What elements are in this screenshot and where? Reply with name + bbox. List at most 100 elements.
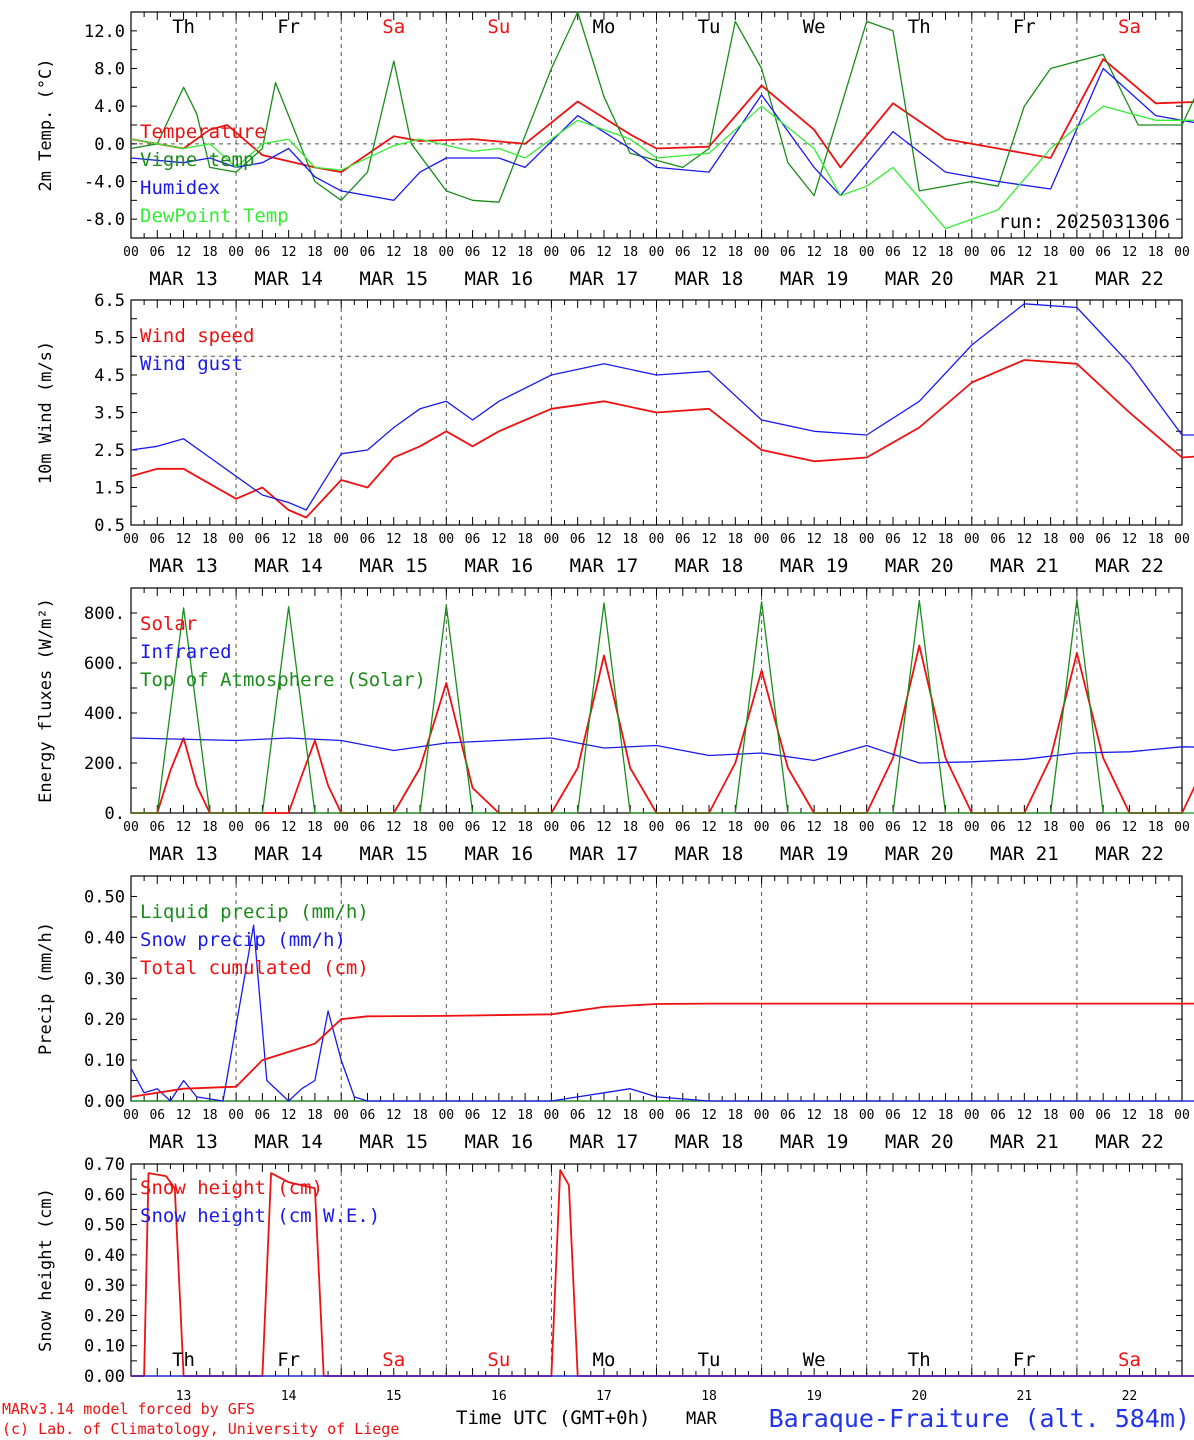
y-axis-label: 2m Temp. (°C) <box>36 58 56 191</box>
legend-label: Infrared <box>140 641 232 663</box>
weekday-label-bottom: Mo <box>593 1349 616 1371</box>
x-date-label: MAR 19 <box>780 555 849 577</box>
x-hour-label: 00 <box>333 532 349 547</box>
weekday-label-bottom: Fr <box>1013 1349 1036 1371</box>
x-date-label: MAR 14 <box>254 555 323 577</box>
y-tick-label: 0. <box>105 804 125 824</box>
x-date-label: MAR 22 <box>1095 268 1164 290</box>
y-tick-label: 0.40 <box>84 1246 125 1266</box>
x-hour-label: 18 <box>517 532 533 547</box>
x-hour-label: 18 <box>307 245 323 260</box>
x-hour-label: 06 <box>360 820 376 835</box>
x-hour-label: 06 <box>570 532 586 547</box>
x-hour-label: 18 <box>202 1108 218 1123</box>
y-tick-label: 5.5 <box>94 329 125 349</box>
day-number-label: 19 <box>806 1389 822 1404</box>
x-hour-label: 18 <box>938 532 954 547</box>
x-hour-label: 18 <box>727 1108 743 1123</box>
y-tick-label: 0.10 <box>84 1337 125 1357</box>
y-tick-label: 3.5 <box>94 404 125 424</box>
weekday-label-top: We <box>803 16 826 38</box>
y-tick-label: 0.00 <box>84 1092 125 1112</box>
x-hour-label: 12 <box>176 245 192 260</box>
x-hour-label: 06 <box>885 532 901 547</box>
day-number-label: 15 <box>386 1389 402 1404</box>
x-hour-label: 00 <box>228 245 244 260</box>
y-tick-label: -8.0 <box>84 210 125 230</box>
legend-label: Wind gust <box>140 353 243 375</box>
panel-4: 0.50 0.40 0.30 0.20 0.10 0.00 Precip (mm/h) 00 0… <box>36 875 1194 1153</box>
x-date-label: MAR 22 <box>1095 1131 1164 1153</box>
x-hour-label: 00 <box>1069 820 1085 835</box>
x-hour-label: 18 <box>202 532 218 547</box>
x-date-label: MAR 15 <box>359 1131 428 1153</box>
x-hour-label: 12 <box>701 532 717 547</box>
x-hour-label: 06 <box>675 820 691 835</box>
x-hour-label: 12 <box>176 1108 192 1123</box>
x-hour-label: 00 <box>859 532 875 547</box>
x-date-label: MAR 19 <box>780 268 849 290</box>
x-date-label: MAR 17 <box>570 1131 639 1153</box>
series-line-2 <box>130 303 1194 511</box>
x-hour-label: 18 <box>727 532 743 547</box>
x-hour-label: 00 <box>123 532 139 547</box>
x-hour-label: 00 <box>438 820 454 835</box>
series-line-3 <box>130 1002 1194 1098</box>
y-tick-label: 800. <box>84 604 125 624</box>
x-hour-label: 00 <box>1174 820 1190 835</box>
x-hour-label: 06 <box>255 820 271 835</box>
x-hour-label: 06 <box>885 820 901 835</box>
x-date-label: MAR 14 <box>254 1131 323 1153</box>
x-hour-label: 06 <box>780 532 796 547</box>
x-hour-label: 06 <box>990 532 1006 547</box>
x-hour-label: 18 <box>833 820 849 835</box>
day-number-label: 18 <box>701 1389 717 1404</box>
weekday-label-bottom: Sa <box>1118 1349 1141 1371</box>
weekday-label-bottom: Th <box>172 1349 195 1371</box>
x-hour-label: 06 <box>149 245 165 260</box>
weekday-label-bottom: Su <box>487 1349 510 1371</box>
x-hour-label: 12 <box>596 532 612 547</box>
y-tick-label: 0.30 <box>84 1276 125 1296</box>
y-tick-label: 0.0 <box>94 135 125 155</box>
x-date-label: MAR 21 <box>990 555 1059 577</box>
x-hour-label: 12 <box>911 820 927 835</box>
legend-label: Temperature <box>140 121 266 143</box>
x-hour-label: 00 <box>438 1108 454 1123</box>
x-hour-label: 12 <box>1017 1108 1033 1123</box>
x-hour-label: 12 <box>281 820 297 835</box>
x-hour-label: 18 <box>1148 1108 1164 1123</box>
y-tick-label: 0.70 <box>84 1155 125 1175</box>
y-tick-label: 4.0 <box>94 97 125 117</box>
x-hour-label: 06 <box>780 820 796 835</box>
x-hour-label: 18 <box>412 245 428 260</box>
x-hour-label: 00 <box>649 532 665 547</box>
legend-label: Snow height (cm) <box>140 1177 323 1199</box>
weekday-label-top: Su <box>487 16 510 38</box>
legend-label: Vigne temp <box>140 149 254 171</box>
x-hour-label: 06 <box>675 245 691 260</box>
panel-1: 12.0 8.0 4.0 0.0 -4.0 -8.0 2m Temp. (°C) 00 06 12… <box>36 11 1194 290</box>
x-hour-label: 00 <box>1069 1108 1085 1123</box>
series-line-3 <box>131 598 1194 814</box>
x-date-label: MAR 19 <box>780 843 849 865</box>
x-date-label: MAR 13 <box>149 1131 218 1153</box>
legend-label: Wind speed <box>140 325 254 347</box>
x-hour-label: 00 <box>333 1108 349 1123</box>
x-hour-label: 06 <box>780 1108 796 1123</box>
panel-2: 6.5 5.5 4.5 3.5 2.5 1.5 0.5 10m Wind (m/s) 00 06 1… <box>36 291 1194 577</box>
legend-label: Snow height (cm W.E.) <box>140 1205 380 1227</box>
x-hour-label: 12 <box>806 532 822 547</box>
x-hour-label: 12 <box>281 1108 297 1123</box>
x-date-label: MAR 22 <box>1095 843 1164 865</box>
y-tick-label: 12.0 <box>84 22 125 42</box>
x-hour-label: 12 <box>596 245 612 260</box>
model-credit: MARv3.14 model forced by GFS <box>2 1400 255 1418</box>
weekday-label-top: Sa <box>382 16 405 38</box>
x-hour-label: 00 <box>964 532 980 547</box>
x-hour-label: 06 <box>675 1108 691 1123</box>
x-hour-label: 06 <box>255 1108 271 1123</box>
x-date-label: MAR 21 <box>990 268 1059 290</box>
series-line-1 <box>130 58 1194 174</box>
series-line-4 <box>130 105 1194 230</box>
